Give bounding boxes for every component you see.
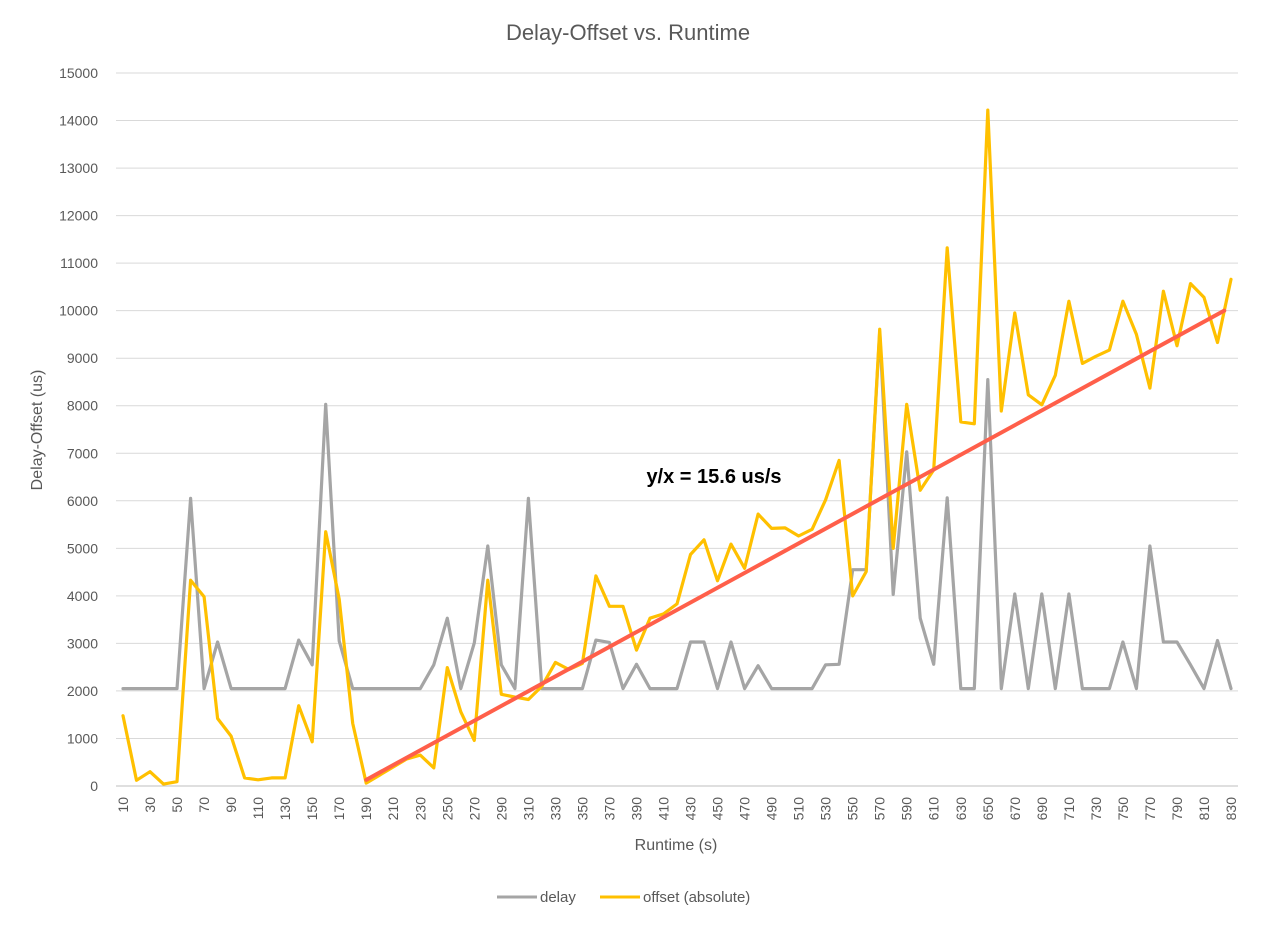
x-tick-label: 590 (899, 797, 915, 821)
x-tick-label: 430 (683, 797, 699, 821)
y-tick-label: 3000 (67, 635, 98, 651)
x-tick-label: 810 (1196, 797, 1212, 821)
x-tick-label: 170 (331, 797, 347, 821)
x-tick-label: 610 (926, 797, 942, 821)
y-tick-label: 14000 (59, 113, 98, 129)
x-tick-label: 450 (710, 797, 726, 821)
x-tick-label: 110 (250, 797, 266, 820)
x-tick-label: 690 (1034, 797, 1050, 821)
chart-title: Delay-Offset vs. Runtime (506, 20, 750, 45)
x-tick-label: 630 (953, 797, 969, 821)
y-tick-label: 13000 (59, 160, 98, 176)
legend: delay offset (absolute) (497, 889, 750, 906)
x-axis-label: Runtime (s) (635, 837, 718, 854)
x-tick-label: 530 (818, 797, 834, 821)
x-tick-label: 210 (385, 797, 401, 821)
x-tick-label: 90 (223, 797, 239, 813)
x-tick-label: 50 (169, 797, 185, 813)
x-tick-label: 570 (872, 797, 888, 821)
x-tick-label: 390 (628, 797, 644, 821)
trendline (364, 308, 1227, 782)
x-tick-label: 830 (1223, 797, 1239, 821)
y-tick-label: 9000 (67, 350, 98, 366)
x-tick-label: 130 (277, 797, 293, 821)
y-axis-label: Delay-Offset (us) (29, 370, 46, 491)
x-tick-label: 270 (466, 797, 482, 821)
x-tick-label: 410 (655, 797, 671, 821)
x-tick-label: 470 (737, 797, 753, 821)
gridlines (116, 72, 1238, 787)
series-line-delay (121, 330, 1233, 691)
x-tick-label: 670 (1007, 797, 1023, 821)
y-axis-ticks: 0 1000 2000 3000 4000 5000 6000 7000 8000 9000 100… (59, 65, 98, 794)
trendline-annotation: y/x = 15.6 us/s (646, 466, 781, 488)
x-tick-label: 790 (1169, 797, 1185, 821)
x-tick-label: 510 (791, 797, 807, 821)
x-tick-label: 550 (845, 797, 861, 821)
y-tick-label: 5000 (67, 540, 98, 556)
x-tick-label: 190 (358, 797, 374, 821)
legend-label-delay: delay (540, 889, 576, 906)
x-tick-label: 710 (1061, 797, 1077, 821)
legend-label-offset: offset (absolute) (643, 889, 750, 906)
x-tick-label: 150 (304, 797, 320, 821)
x-tick-label: 490 (764, 797, 780, 821)
y-tick-label: 12000 (59, 208, 98, 224)
x-tick-label: 330 (547, 797, 563, 821)
x-axis-ticks: 10 30 50 70 90 110 130 150 170 190 210 230 250 270 290… (115, 797, 1239, 821)
y-tick-label: 15000 (59, 65, 98, 81)
x-tick-label: 350 (574, 797, 590, 821)
x-tick-label: 730 (1088, 797, 1104, 821)
y-tick-label: 7000 (67, 445, 98, 461)
y-tick-label: 8000 (67, 398, 98, 414)
x-tick-label: 230 (412, 797, 428, 821)
y-tick-label: 11000 (60, 255, 98, 271)
x-tick-label: 250 (439, 797, 455, 821)
x-tick-label: 70 (196, 797, 212, 813)
x-tick-label: 290 (493, 797, 509, 821)
x-tick-label: 10 (115, 797, 131, 813)
y-tick-label: 4000 (67, 588, 98, 604)
y-tick-label: 10000 (59, 303, 98, 319)
y-tick-label: 1000 (67, 730, 98, 746)
y-tick-label: 2000 (67, 683, 98, 699)
x-tick-label: 30 (142, 797, 158, 813)
y-tick-label: 6000 (67, 493, 98, 509)
x-tick-label: 370 (601, 797, 617, 821)
x-tick-label: 650 (980, 797, 996, 821)
x-tick-label: 310 (520, 797, 536, 821)
series-line-offset (121, 108, 1233, 786)
y-tick-label: 0 (90, 778, 98, 794)
x-tick-label: 770 (1142, 797, 1158, 821)
x-tick-label: 750 (1115, 797, 1131, 821)
series-lines (121, 108, 1233, 786)
